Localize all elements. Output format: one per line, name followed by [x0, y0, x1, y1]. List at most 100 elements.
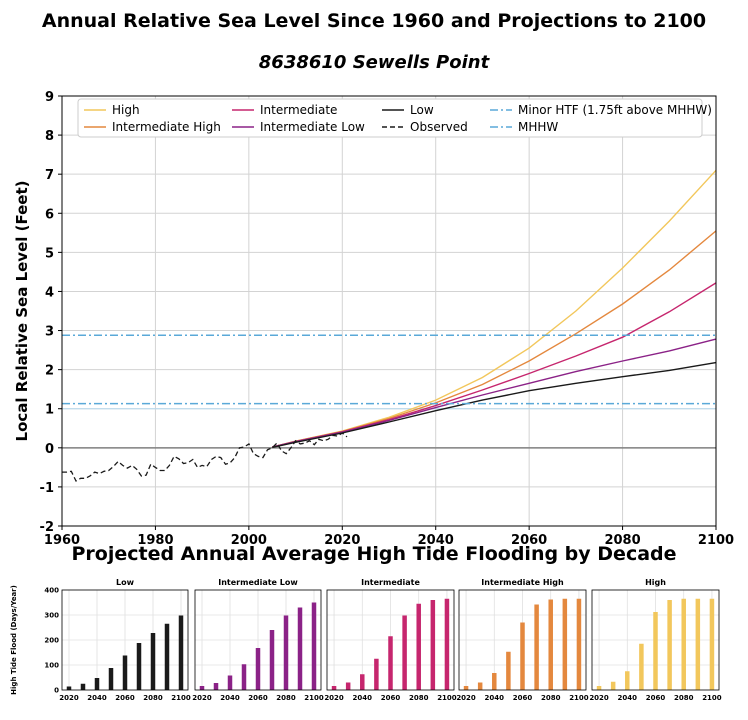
- legend-label: Intermediate Low: [260, 120, 365, 134]
- series-line-low: [272, 361, 717, 449]
- legend-label: Minor HTF (1.75ft above MHHW): [518, 103, 712, 117]
- panel-x-tick-label: 2100: [171, 694, 191, 702]
- panel-title: Intermediate Low: [218, 578, 298, 587]
- bar: [477, 682, 483, 690]
- y-tick-label: 6: [45, 207, 54, 222]
- panel-x-tick-label: 2080: [409, 694, 429, 702]
- panel-frame: [458, 589, 587, 691]
- bar: [576, 598, 582, 690]
- bar: [331, 686, 337, 690]
- x-tick-label: 2080: [604, 533, 640, 548]
- bar: [534, 604, 539, 690]
- legend-label: Observed: [410, 120, 468, 134]
- bar: [311, 602, 317, 690]
- panel-y-tick-label: 200: [44, 637, 59, 645]
- series-line-intermediate-high: [272, 230, 717, 448]
- x-tick-label: 2000: [231, 533, 267, 548]
- bar: [178, 615, 184, 690]
- x-tick-label: 2100: [698, 533, 734, 548]
- series-line-high: [272, 169, 717, 448]
- panel-y-tick-label: 0: [54, 687, 59, 695]
- bar: [227, 675, 233, 690]
- legend-label: High: [112, 103, 140, 117]
- y-tick-label: 2: [45, 364, 54, 379]
- bar: [94, 678, 100, 690]
- y-tick-label: 8: [45, 129, 54, 144]
- panel-title: Low: [116, 578, 135, 587]
- panel-x-tick-label: 2020: [192, 694, 212, 702]
- bar: [66, 686, 72, 690]
- panel-x-tick-label: 2060: [381, 694, 401, 702]
- bar-section-title: Projected Annual Average High Tide Flood…: [71, 543, 677, 565]
- bar: [520, 622, 525, 690]
- y-axis-label: Local Relative Sea Level (Feet): [13, 181, 31, 442]
- bar: [255, 648, 261, 690]
- bar: [667, 600, 672, 690]
- bar: [596, 686, 602, 690]
- bar: [681, 598, 686, 690]
- x-tick-label: 2040: [418, 533, 454, 548]
- bar: [374, 658, 379, 690]
- plot-frame: [61, 95, 717, 527]
- panel-x-tick-label: 2040: [353, 694, 373, 702]
- panel-x-tick-label: 2020: [324, 694, 344, 702]
- bar: [709, 598, 715, 690]
- legend-label: Low: [410, 103, 434, 117]
- x-tick-label: 1980: [137, 533, 173, 548]
- panel-y-tick-label: 400: [44, 587, 59, 595]
- bar: [625, 671, 630, 690]
- legend-label: Intermediate High: [112, 120, 221, 134]
- series-line-observed: [62, 432, 348, 482]
- bar: [164, 623, 170, 690]
- bar: [402, 615, 407, 690]
- panel-x-tick-label: 2080: [674, 694, 694, 702]
- bar: [610, 681, 616, 690]
- chart-title: Annual Relative Sea Level Since 1960 and…: [41, 10, 707, 32]
- panel-x-tick-label: 2080: [541, 694, 561, 702]
- x-tick-label: 1960: [44, 533, 80, 548]
- panel-x-tick-label: 2020: [456, 694, 476, 702]
- panel-x-tick-label: 2060: [115, 694, 135, 702]
- y-tick-label: 5: [45, 246, 54, 261]
- panel-title: Intermediate High: [481, 578, 564, 587]
- bar: [80, 683, 86, 690]
- panel-x-tick-label: 2040: [87, 694, 107, 702]
- bar: [548, 599, 553, 690]
- panel-frame: [61, 589, 189, 691]
- y-tick-label: 3: [45, 325, 54, 340]
- bar: [150, 633, 156, 690]
- panel-x-tick-label: 2020: [59, 694, 79, 702]
- y-tick-label: 7: [45, 168, 54, 183]
- panel-x-tick-label: 2100: [437, 694, 457, 702]
- y-tick-label: 1: [45, 403, 54, 418]
- bar: [653, 612, 658, 690]
- panel-x-tick-label: 2100: [702, 694, 722, 702]
- x-tick-label: 2020: [324, 533, 360, 548]
- chart-subtitle: 8638610 Sewells Point: [258, 52, 490, 73]
- panel-x-tick-label: 2040: [485, 694, 505, 702]
- y-tick-label: -1: [40, 481, 54, 496]
- bar: [463, 686, 469, 690]
- panel-title: Intermediate: [361, 578, 420, 587]
- bar: [213, 683, 219, 690]
- panel-title: High: [645, 578, 666, 587]
- bar: [136, 643, 142, 690]
- panel-x-tick-label: 2060: [646, 694, 666, 702]
- bar: [388, 636, 393, 690]
- bar: [639, 643, 644, 690]
- panel-y-tick-label: 300: [44, 612, 59, 620]
- panel-x-tick-label: 2040: [618, 694, 638, 702]
- panel-x-tick-label: 2020: [589, 694, 609, 702]
- y-tick-label: 4: [45, 285, 54, 300]
- legend-label: Intermediate: [260, 103, 337, 117]
- x-tick-label: 2060: [511, 533, 547, 548]
- panel-y-axis-label: High Tide Flood (Days/Year): [10, 585, 18, 695]
- panel-frame: [194, 589, 322, 691]
- bar: [562, 598, 568, 690]
- panel-frame: [326, 589, 455, 691]
- bar: [695, 598, 701, 690]
- panel-x-tick-label: 2060: [513, 694, 533, 702]
- series-line-intermediate-low: [272, 338, 717, 448]
- bar: [241, 664, 247, 690]
- series-line-intermediate: [272, 282, 717, 448]
